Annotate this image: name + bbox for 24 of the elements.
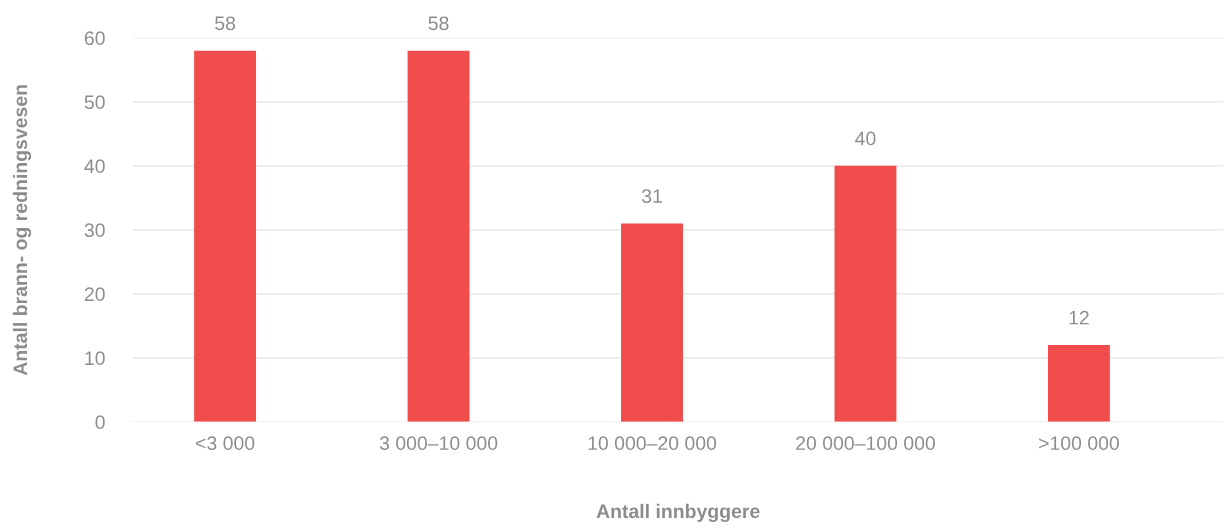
x-tick-label: 3 000–10 000 (379, 436, 498, 451)
bar (194, 50, 257, 422)
data-label: 58 (215, 16, 236, 31)
y-tick-label: 40 (84, 159, 105, 174)
bar (1047, 345, 1110, 422)
bar (834, 165, 897, 422)
data-label: 40 (855, 131, 876, 146)
x-tick-label: <3 000 (196, 436, 255, 451)
y-tick-label: 0 (95, 415, 105, 430)
y-axis-title: Antall brann- og redningsvesen (12, 85, 32, 376)
data-label: 12 (1069, 310, 1089, 325)
x-tick-label: 20 000–100 000 (796, 436, 935, 451)
data-label: 31 (641, 189, 662, 203)
data-label: 58 (428, 16, 449, 31)
y-tick-label: 60 (84, 31, 105, 46)
y-tick-label: 30 (84, 223, 105, 238)
y-tick-label: 20 (84, 287, 105, 302)
x-tick-label: >100 000 (1039, 436, 1119, 451)
bar (621, 223, 683, 422)
y-tick-label: 50 (84, 95, 105, 110)
x-tick-label: 10 000–20 000 (588, 436, 717, 451)
y-tick-label: 10 (85, 351, 105, 366)
bar (407, 50, 470, 422)
x-axis-title: Antall innbyggere (596, 503, 760, 523)
